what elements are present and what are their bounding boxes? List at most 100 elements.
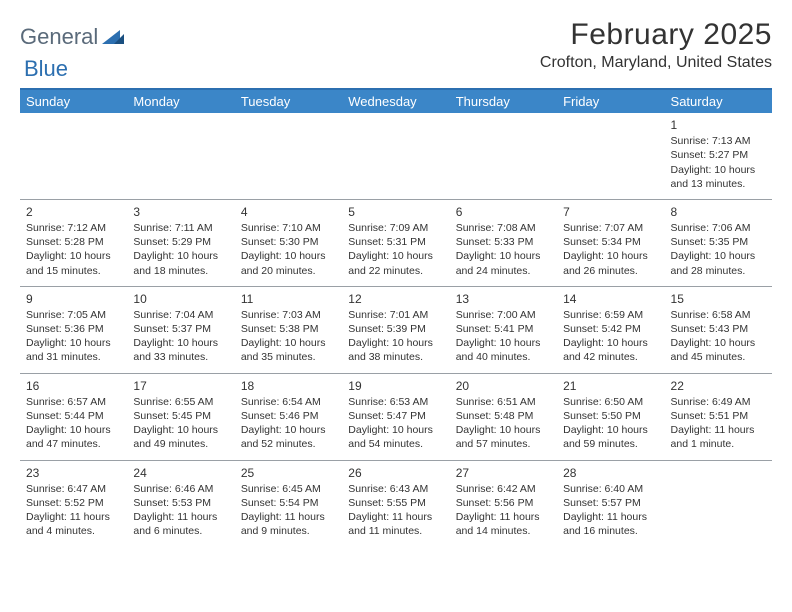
day-header: Wednesday	[342, 90, 449, 113]
daylight-line: Daylight: 10 hours and 45 minutes.	[671, 336, 766, 364]
sunrise-line: Sunrise: 6:55 AM	[133, 395, 228, 409]
day-header: Thursday	[450, 90, 557, 113]
sunrise-line: Sunrise: 6:49 AM	[671, 395, 766, 409]
calendar-cell-empty	[450, 113, 557, 199]
daylight-line: Daylight: 10 hours and 24 minutes.	[456, 249, 551, 277]
sunrise-line: Sunrise: 7:12 AM	[26, 221, 121, 235]
logo-mark-icon	[102, 24, 124, 50]
daylight-line: Daylight: 10 hours and 49 minutes.	[133, 423, 228, 451]
sunset-line: Sunset: 5:36 PM	[26, 322, 121, 336]
daylight-line: Daylight: 11 hours and 11 minutes.	[348, 510, 443, 538]
daylight-line: Daylight: 10 hours and 42 minutes.	[563, 336, 658, 364]
calendar-cell-empty	[342, 113, 449, 199]
sunset-line: Sunset: 5:30 PM	[241, 235, 336, 249]
day-number: 11	[241, 291, 336, 307]
day-number: 6	[456, 204, 551, 220]
day-number: 20	[456, 378, 551, 394]
sunset-line: Sunset: 5:37 PM	[133, 322, 228, 336]
sunrise-line: Sunrise: 7:11 AM	[133, 221, 228, 235]
calendar-cell: 21Sunrise: 6:50 AMSunset: 5:50 PMDayligh…	[557, 373, 664, 460]
day-number: 14	[563, 291, 658, 307]
calendar-cell: 14Sunrise: 6:59 AMSunset: 5:42 PMDayligh…	[557, 286, 664, 373]
sunset-line: Sunset: 5:39 PM	[348, 322, 443, 336]
calendar-cell: 2Sunrise: 7:12 AMSunset: 5:28 PMDaylight…	[20, 199, 127, 286]
day-number: 12	[348, 291, 443, 307]
day-number: 27	[456, 465, 551, 481]
day-number: 9	[26, 291, 121, 307]
calendar-cell: 17Sunrise: 6:55 AMSunset: 5:45 PMDayligh…	[127, 373, 234, 460]
day-header: Friday	[557, 90, 664, 113]
sunset-line: Sunset: 5:50 PM	[563, 409, 658, 423]
sunrise-line: Sunrise: 7:10 AM	[241, 221, 336, 235]
day-number: 4	[241, 204, 336, 220]
day-number: 25	[241, 465, 336, 481]
sunset-line: Sunset: 5:53 PM	[133, 496, 228, 510]
sunset-line: Sunset: 5:56 PM	[456, 496, 551, 510]
sunset-line: Sunset: 5:45 PM	[133, 409, 228, 423]
month-title: February 2025	[540, 18, 772, 52]
calendar-cell: 1Sunrise: 7:13 AMSunset: 5:27 PMDaylight…	[665, 113, 772, 199]
sunrise-line: Sunrise: 7:08 AM	[456, 221, 551, 235]
day-number: 7	[563, 204, 658, 220]
calendar-row: 1Sunrise: 7:13 AMSunset: 5:27 PMDaylight…	[20, 113, 772, 199]
daylight-line: Daylight: 10 hours and 33 minutes.	[133, 336, 228, 364]
sunrise-line: Sunrise: 6:47 AM	[26, 482, 121, 496]
calendar-body: 1Sunrise: 7:13 AMSunset: 5:27 PMDaylight…	[20, 113, 772, 546]
sunrise-line: Sunrise: 7:00 AM	[456, 308, 551, 322]
calendar-cell: 4Sunrise: 7:10 AMSunset: 5:30 PMDaylight…	[235, 199, 342, 286]
day-header: Sunday	[20, 90, 127, 113]
daylight-line: Daylight: 11 hours and 16 minutes.	[563, 510, 658, 538]
day-header: Tuesday	[235, 90, 342, 113]
calendar-cell: 25Sunrise: 6:45 AMSunset: 5:54 PMDayligh…	[235, 460, 342, 546]
location: Crofton, Maryland, United States	[540, 54, 772, 72]
day-number: 15	[671, 291, 766, 307]
sunrise-line: Sunrise: 7:09 AM	[348, 221, 443, 235]
sunset-line: Sunset: 5:55 PM	[348, 496, 443, 510]
daylight-line: Daylight: 10 hours and 22 minutes.	[348, 249, 443, 277]
day-number: 3	[133, 204, 228, 220]
day-number: 10	[133, 291, 228, 307]
calendar-cell: 23Sunrise: 6:47 AMSunset: 5:52 PMDayligh…	[20, 460, 127, 546]
daylight-line: Daylight: 10 hours and 38 minutes.	[348, 336, 443, 364]
daylight-line: Daylight: 10 hours and 20 minutes.	[241, 249, 336, 277]
sunrise-line: Sunrise: 6:40 AM	[563, 482, 658, 496]
sunrise-line: Sunrise: 6:51 AM	[456, 395, 551, 409]
day-number: 2	[26, 204, 121, 220]
sunset-line: Sunset: 5:44 PM	[26, 409, 121, 423]
sunrise-line: Sunrise: 6:42 AM	[456, 482, 551, 496]
day-number: 5	[348, 204, 443, 220]
daylight-line: Daylight: 10 hours and 15 minutes.	[26, 249, 121, 277]
day-number: 16	[26, 378, 121, 394]
daylight-line: Daylight: 10 hours and 59 minutes.	[563, 423, 658, 451]
calendar-row: 16Sunrise: 6:57 AMSunset: 5:44 PMDayligh…	[20, 373, 772, 460]
daylight-line: Daylight: 10 hours and 52 minutes.	[241, 423, 336, 451]
sunrise-line: Sunrise: 7:03 AM	[241, 308, 336, 322]
day-header: Saturday	[665, 90, 772, 113]
calendar-header: SundayMondayTuesdayWednesdayThursdayFrid…	[20, 90, 772, 113]
calendar-cell: 7Sunrise: 7:07 AMSunset: 5:34 PMDaylight…	[557, 199, 664, 286]
sunrise-line: Sunrise: 6:54 AM	[241, 395, 336, 409]
daylight-line: Daylight: 10 hours and 54 minutes.	[348, 423, 443, 451]
daylight-line: Daylight: 10 hours and 47 minutes.	[26, 423, 121, 451]
day-number: 17	[133, 378, 228, 394]
sunrise-line: Sunrise: 6:59 AM	[563, 308, 658, 322]
calendar-cell: 22Sunrise: 6:49 AMSunset: 5:51 PMDayligh…	[665, 373, 772, 460]
sunset-line: Sunset: 5:46 PM	[241, 409, 336, 423]
sunrise-line: Sunrise: 7:05 AM	[26, 308, 121, 322]
sunrise-line: Sunrise: 6:58 AM	[671, 308, 766, 322]
calendar-cell: 8Sunrise: 7:06 AMSunset: 5:35 PMDaylight…	[665, 199, 772, 286]
calendar-cell: 9Sunrise: 7:05 AMSunset: 5:36 PMDaylight…	[20, 286, 127, 373]
calendar-cell: 3Sunrise: 7:11 AMSunset: 5:29 PMDaylight…	[127, 199, 234, 286]
calendar-row: 23Sunrise: 6:47 AMSunset: 5:52 PMDayligh…	[20, 460, 772, 546]
day-header: Monday	[127, 90, 234, 113]
calendar-cell: 12Sunrise: 7:01 AMSunset: 5:39 PMDayligh…	[342, 286, 449, 373]
calendar-cell: 20Sunrise: 6:51 AMSunset: 5:48 PMDayligh…	[450, 373, 557, 460]
day-number: 23	[26, 465, 121, 481]
daylight-line: Daylight: 10 hours and 13 minutes.	[671, 163, 766, 191]
sunset-line: Sunset: 5:33 PM	[456, 235, 551, 249]
daylight-line: Daylight: 10 hours and 28 minutes.	[671, 249, 766, 277]
sunrise-line: Sunrise: 6:43 AM	[348, 482, 443, 496]
day-number: 1	[671, 117, 766, 133]
calendar-cell: 28Sunrise: 6:40 AMSunset: 5:57 PMDayligh…	[557, 460, 664, 546]
calendar-cell: 18Sunrise: 6:54 AMSunset: 5:46 PMDayligh…	[235, 373, 342, 460]
